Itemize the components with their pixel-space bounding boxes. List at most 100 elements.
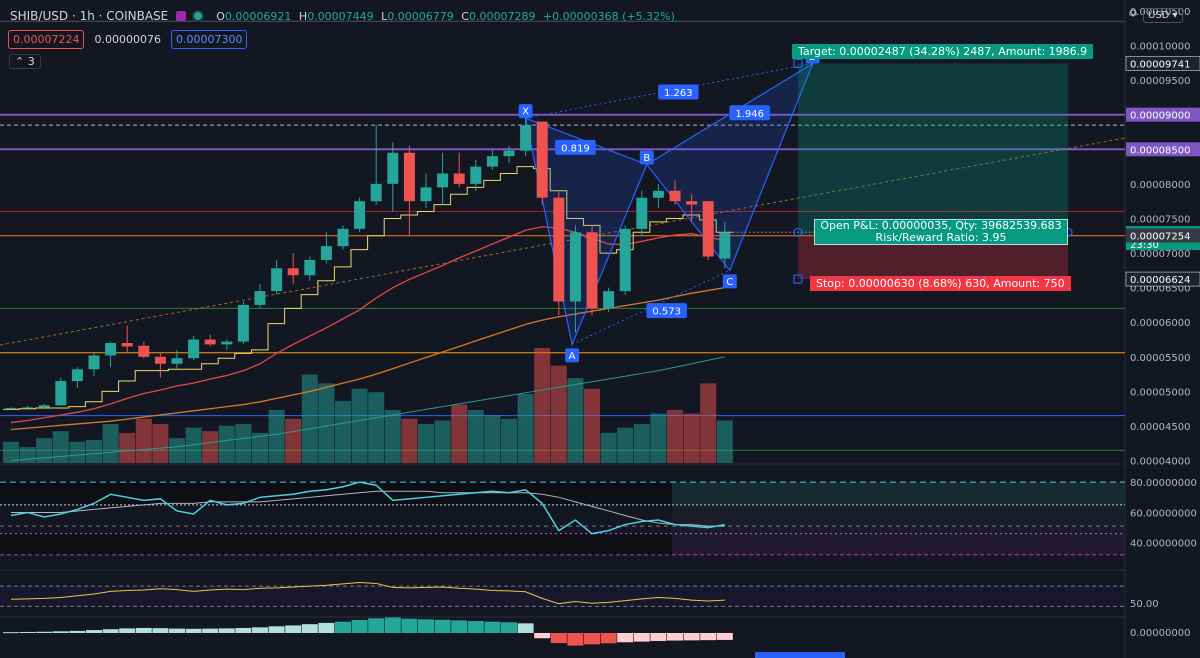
- price-badge: 0.00007254: [1126, 228, 1200, 243]
- volume-bar: [517, 394, 534, 463]
- price-axis-label: 0.00006500: [1130, 284, 1190, 295]
- indicator-toggle[interactable]: ⌃ 3: [9, 54, 41, 69]
- volume-bar: [716, 420, 733, 463]
- price-axis-label: 0.00007500: [1130, 214, 1190, 225]
- volume-bar: [218, 425, 235, 463]
- macd-bar: [169, 628, 185, 633]
- volume-bar: [3, 441, 19, 463]
- volume-bar: [550, 365, 567, 463]
- macd-bar: [567, 633, 584, 646]
- volume-bar: [252, 432, 268, 463]
- macd-bar: [335, 621, 351, 633]
- volume-bar: [667, 409, 683, 463]
- macd-bar: [135, 627, 152, 633]
- rsi-upper-band-ext: [672, 482, 1125, 505]
- fib-ratio-label: 1.263: [664, 88, 693, 99]
- macd-bar: [52, 631, 69, 633]
- candle-body: [71, 369, 83, 382]
- chevron-down-icon: ▾: [1169, 10, 1178, 21]
- rsi-upper-band: [0, 482, 672, 505]
- pattern-ratio-line: [571, 269, 730, 345]
- macd-bar: [484, 621, 501, 633]
- bell-icon[interactable]: [1128, 8, 1138, 18]
- candle-body: [204, 339, 216, 345]
- macd-bar: [700, 633, 717, 641]
- fib-ratio-label: 0.819: [561, 143, 590, 154]
- osc-axis-label: 50.00: [1130, 599, 1159, 610]
- trade-handle: [793, 274, 803, 284]
- macd-bar: [252, 627, 268, 633]
- candle-body: [652, 190, 664, 198]
- volume-bar: [318, 383, 335, 463]
- macd-bar: [268, 626, 285, 633]
- price-axis-label: 0.00010000: [1130, 42, 1190, 53]
- trade-handle: [793, 58, 803, 69]
- price-badge-bg: [1126, 228, 1200, 243]
- price-badge: 0.00009741: [1125, 56, 1200, 71]
- volume-bar: [351, 388, 368, 463]
- rsi-axis-label: 60.00000000: [1130, 508, 1197, 519]
- fib-ratio-label: 1.946: [735, 109, 764, 120]
- volume-bar: [384, 409, 401, 463]
- candle-body: [254, 291, 266, 305]
- candle-body: [686, 201, 698, 205]
- symbol-label[interactable]: SHIB/USD · 1h · COINBASE: [10, 9, 169, 23]
- volume-bar: [86, 440, 102, 463]
- ma-slow-line: [10, 287, 725, 431]
- flag-icon[interactable]: [176, 11, 187, 21]
- volume-bar: [202, 431, 219, 463]
- macd-bar: [318, 622, 335, 633]
- pattern-point-badge: [722, 274, 737, 289]
- candle-body: [5, 408, 17, 410]
- candle-body: [320, 246, 332, 260]
- bid-button[interactable]: 0.00007224: [8, 30, 85, 49]
- volume-bar: [401, 418, 418, 463]
- price-badge-bg: [1125, 271, 1200, 287]
- fib-ratio-bg: [729, 105, 770, 121]
- macd-bar: [467, 621, 484, 633]
- ma-long-line: [10, 356, 725, 462]
- candle-body: [569, 232, 581, 302]
- price-badge-countdown: 23:30: [1130, 240, 1159, 251]
- change-value: +0.00000368 (+5.32%): [542, 9, 675, 23]
- candle-body: [105, 343, 117, 356]
- candle-body: [55, 381, 67, 406]
- macd-bar: [218, 628, 235, 633]
- volume-bar: [451, 404, 468, 463]
- candle-body: [188, 339, 200, 359]
- indicator-count: 3: [27, 55, 35, 68]
- macd-bar: [202, 628, 219, 633]
- candle-body: [237, 304, 249, 342]
- volume-bar: [368, 392, 385, 463]
- volume-bar: [700, 383, 717, 463]
- rsi-lower-band-ext: [672, 533, 1125, 555]
- volume-bar: [301, 374, 318, 463]
- candle-body: [702, 201, 714, 257]
- macd-axis-label: 0.00000000: [1130, 628, 1190, 639]
- macd-bar: [19, 631, 36, 633]
- pnl-box[interactable]: Open P&L: 0.00000035, Qty: 39682539.683 …: [814, 219, 1068, 245]
- candle-body: [536, 121, 548, 198]
- price-axis-label: 0.00007000: [1130, 249, 1190, 260]
- pnl-label: Open P&L: 0.00000035, Qty: 39682539.683: [820, 219, 1062, 232]
- volume-bar: [285, 418, 302, 463]
- candle-body: [121, 343, 133, 347]
- macd-bar: [633, 633, 650, 642]
- fib-ratio-badge: 1.263: [658, 84, 699, 100]
- currency-select[interactable]: USD ▾: [1143, 8, 1183, 23]
- candle-body: [271, 268, 283, 292]
- target-zone: [798, 63, 1068, 236]
- pattern-point-label: B: [643, 153, 650, 164]
- price-badge-label: 0.00006624: [1130, 275, 1190, 286]
- ask-button[interactable]: 0.00007300: [170, 30, 248, 49]
- pattern-point-badge: [639, 150, 654, 165]
- price-axis-label: 0.00010500: [1130, 7, 1190, 18]
- price-badge: 0.00009000: [1126, 107, 1200, 122]
- price-badge-bg: [1126, 142, 1200, 157]
- fib-ratio-bg: [646, 303, 687, 319]
- pattern-point-c: C: [722, 274, 737, 289]
- macd-bar: [3, 632, 19, 634]
- price-axis-label: 0.00009500: [1130, 76, 1190, 87]
- rr-label: Risk/Reward Ratio: 3.95: [875, 231, 1007, 244]
